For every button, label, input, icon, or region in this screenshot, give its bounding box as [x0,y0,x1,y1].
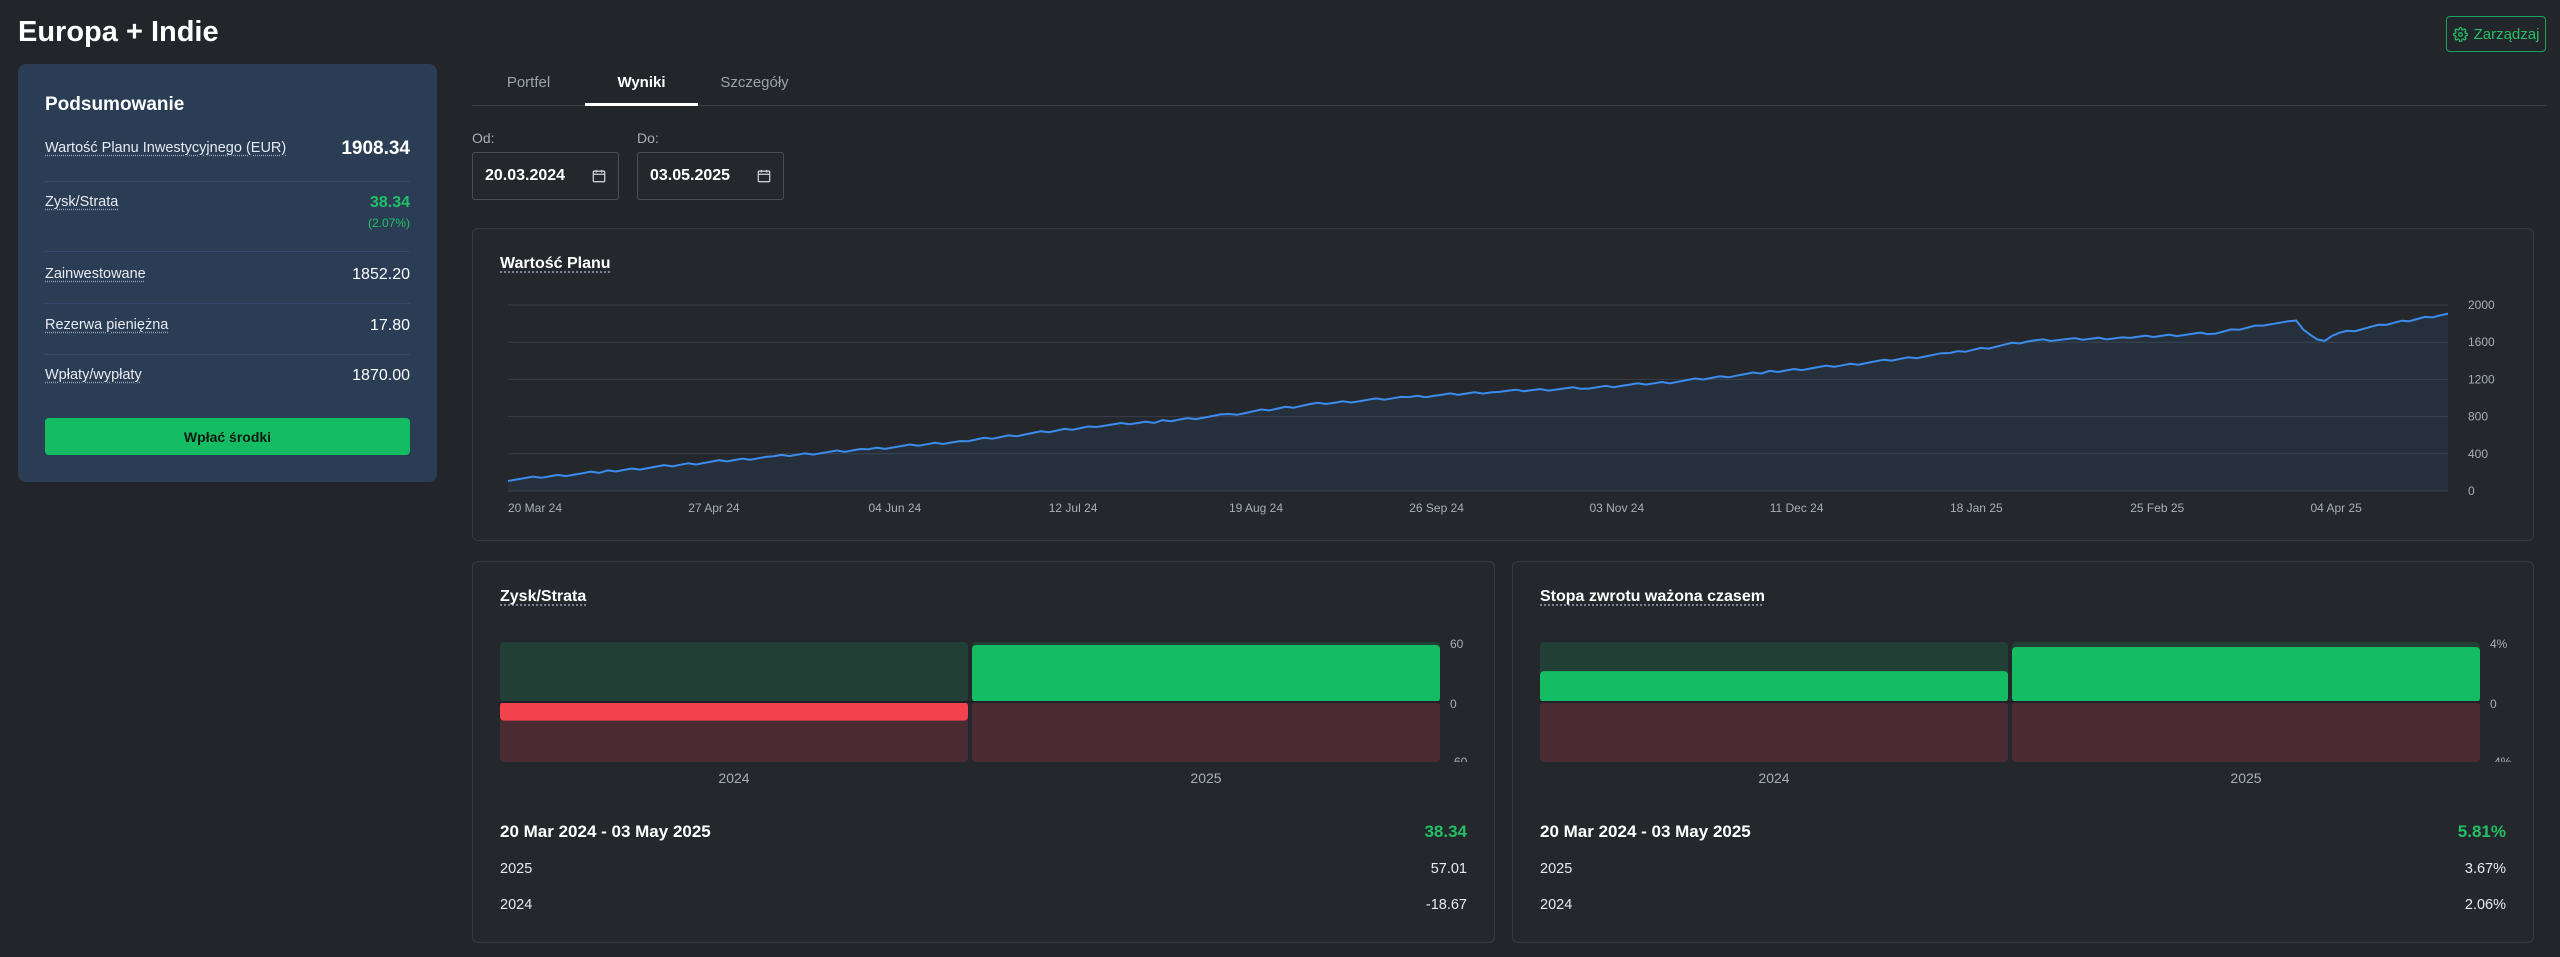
x-tick-label: 27 Apr 24 [688,501,740,515]
twr-year: 2025 [1540,861,1573,877]
profit-loss-range: 20 Mar 2024 - 03 May 2025 [500,822,711,841]
twr-year-value: 2.06% [2464,897,2506,913]
tab-portfolio[interactable]: Portfel [506,74,551,91]
value-line [507,312,2449,482]
x-tick-label: 20 Mar 24 [508,501,562,515]
page-title: Europa + Indie [18,16,219,48]
summary-title: Podsumowanie [45,94,185,115]
profit-loss-total: 38.34 [1424,822,1467,841]
summary-label: Wartość Planu Inwestycyjnego (EUR) [45,140,287,156]
manage-button-label: Zarządzaj [2473,25,2540,43]
tab-bar: Portfel Wyniki Szczegóły [472,67,2546,106]
profit-loss-title: Zysk/Strata [500,588,587,605]
summary-value: 1852.20 [352,266,410,283]
y-tick-label: 0 [1450,697,1457,711]
twr-title: Stopa zwrotu ważona czasem [1540,588,1765,605]
to-date-value: 03.05.2025 [650,167,731,184]
bar-background-negative [1540,702,2008,762]
y-tick-label: 0 [2490,697,2497,711]
y-tick-label: 400 [2468,447,2488,461]
summary-label: Zysk/Strata [45,194,119,210]
from-date-input[interactable]: 20.03.2024 [472,152,619,200]
summary-value: 38.34 [369,194,410,211]
summary-row-profit-loss: Zysk/Strata 38.34 (2.07%) [45,194,410,252]
x-tick-label: 11 Dec 24 [1770,501,1824,515]
profit-loss-year-value: 57.01 [1430,861,1467,877]
y-tick-label: 60 [1450,637,1464,651]
bar-background-positive [500,642,968,702]
y-tick-label: 1200 [2468,372,2495,386]
y-tick-label: 2000 [2468,298,2495,312]
x-tick-label: 19 Aug 24 [1229,501,1283,515]
from-date-value: 20.03.2024 [485,167,566,184]
tab-details[interactable]: Szczegóły [720,74,789,91]
summary-label: Rezerwa pieniężna [45,317,169,333]
x-tick-label: 26 Sep 24 [1409,501,1464,515]
x-tick-label: 12 Jul 24 [1049,501,1098,515]
profit-loss-year-row: 2025 57.01 [500,861,1467,881]
summary-row-invested: Zainwestowane 1852.20 [45,266,410,304]
twr-chart: 4% 0 -4% [1540,637,2512,762]
twr-total: 5.81% [2457,822,2506,841]
summary-row-plan-value: Wartość Planu Inwestycyjnego (EUR) 1908.… [45,138,410,182]
plan-value-title: Wartość Planu [500,255,611,272]
x-tick-label: 03 Nov 24 [1589,501,1644,515]
y-tick-label: -60 [1450,755,1468,762]
summary-value: 17.80 [369,317,410,334]
from-label: Od: [472,130,495,146]
profit-loss-year-row: 2024 -18.67 [500,897,1467,917]
twr-category-label: 2025 [2230,770,2262,786]
bar [1540,671,2008,702]
twr-year: 2024 [1540,897,1573,913]
profit-loss-year: 2024 [500,897,533,913]
twr-range: 20 Mar 2024 - 03 May 2025 [1540,822,1751,841]
bar [2012,646,2480,702]
to-date-input[interactable]: 03.05.2025 [637,152,784,200]
y-tick-label: 0 [2468,484,2475,498]
summary-card: Podsumowanie Wartość Planu Inwestycyjneg… [18,64,437,482]
summary-value: 1870.00 [352,367,410,384]
summary-percent: (2.07%) [367,216,410,230]
summary-value: 1908.34 [341,138,410,159]
to-label: Do: [637,130,659,146]
profit-loss-year-value: -18.67 [1425,897,1467,913]
x-tick-label: 18 Jan 25 [1950,501,2003,515]
bar-background-negative [972,702,1440,762]
profit-loss-category-label: 2024 [718,770,750,786]
bar [972,644,1440,702]
plan-value-card: Wartość Planu 0 400 800 1200 1600 2000 20 Mar … [472,228,2534,541]
twr-year-row: 2024 2.06% [1540,897,2506,917]
summary-label: Zainwestowane [45,266,146,282]
y-tick-label: 4% [2490,637,2508,651]
profit-loss-category-label: 2025 [1190,770,1222,786]
profit-loss-card: Zysk/Strata 60 0 -60 2024 2025 20 Mar 2024… [472,561,1495,943]
x-tick-label: 04 Jun 24 [868,501,921,515]
area-fill [508,313,2448,491]
gear-icon [2452,26,2468,42]
summary-row-cash-reserve: Rezerwa pieniężna 17.80 [45,317,410,355]
profit-loss-total-row: 20 Mar 2024 - 03 May 2025 38.34 [500,822,1467,846]
twr-category-label: 2024 [1758,770,1790,786]
twr-card: Stopa zwrotu ważona czasem 4% 0 -4% 2024 2… [1512,561,2534,943]
x-tick-label: 25 Feb 25 [2130,501,2184,515]
bar [500,702,968,721]
profit-loss-chart: 60 0 -60 [500,637,1468,762]
tab-results[interactable]: Wyniki [585,67,698,106]
twr-total-row: 20 Mar 2024 - 03 May 2025 5.81% [1540,822,2506,846]
twr-year-value: 3.67% [2464,861,2506,877]
calendar-icon[interactable] [757,169,771,183]
deposit-button[interactable]: Wpłać środki [45,418,410,455]
calendar-icon[interactable] [592,169,606,183]
summary-row-deposits: Wpłaty/wypłaty 1870.00 [45,367,410,405]
x-tick-label: 04 Apr 25 [2310,501,2362,515]
summary-label: Wpłaty/wypłaty [45,367,142,383]
y-tick-label: 800 [2468,410,2488,424]
y-tick-label: 1600 [2468,335,2495,349]
y-tick-label: -4% [2490,755,2512,762]
profit-loss-year: 2025 [500,861,533,877]
twr-year-row: 2025 3.67% [1540,861,2506,881]
bar-background-negative [2012,702,2480,762]
manage-button[interactable]: Zarządzaj [2446,16,2546,52]
plan-value-chart: 0 400 800 1200 1600 2000 20 Mar 24 27 Apr 24 04 … [507,298,2495,515]
